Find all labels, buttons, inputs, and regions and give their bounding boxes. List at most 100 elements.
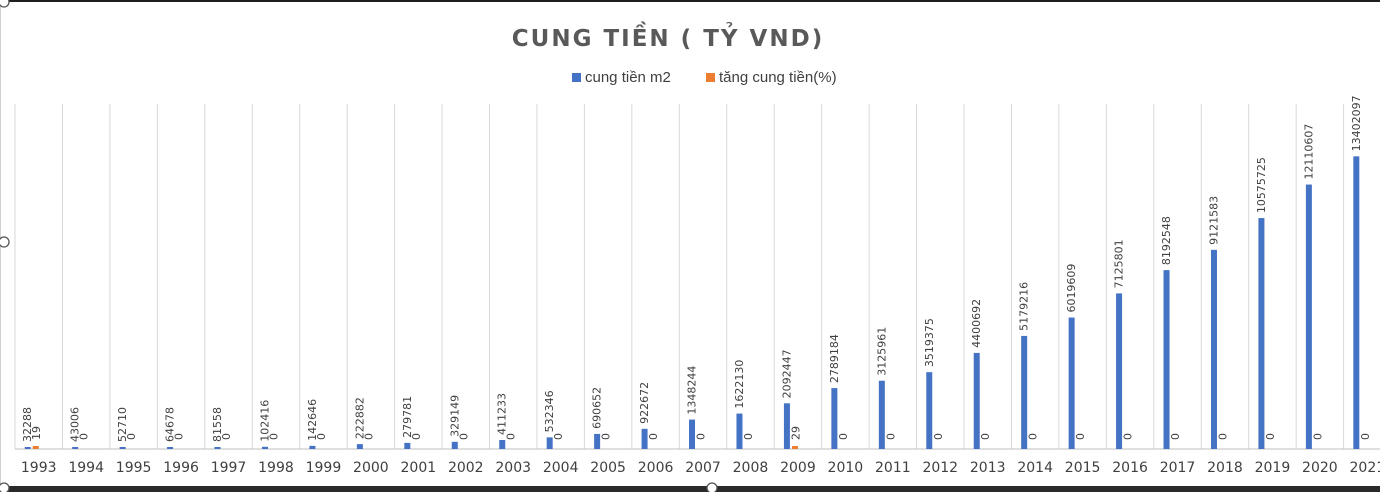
bar-m2 <box>1305 184 1312 450</box>
bar-m2 <box>1258 218 1265 449</box>
data-label-growth: 0 <box>173 433 186 440</box>
data-label-m2: 142646 <box>306 399 319 441</box>
resize-handle-bottom[interactable] <box>706 482 718 492</box>
bar-m2 <box>546 437 553 449</box>
data-label-growth: 0 <box>1169 433 1182 440</box>
bar-m2 <box>831 388 838 449</box>
data-label-growth: 0 <box>979 433 992 440</box>
data-label-m2: 1622130 <box>733 360 746 409</box>
bar-m2 <box>926 372 933 449</box>
data-label-growth: 0 <box>552 433 565 440</box>
legend-swatch-growth <box>706 73 715 82</box>
data-label-m2: 102416 <box>258 400 271 442</box>
x-tick-label: 2019 <box>1255 460 1291 476</box>
data-label-growth: 0 <box>1264 433 1277 440</box>
x-tick-label: 1998 <box>258 460 294 476</box>
data-label-growth: 0 <box>220 433 233 440</box>
x-tick-label: 2013 <box>970 460 1006 476</box>
bar-m2 <box>72 447 79 449</box>
data-label-growth: 0 <box>742 433 755 440</box>
data-label-m2: 52710 <box>116 407 129 442</box>
data-label-m2: 8192548 <box>1160 216 1173 265</box>
data-label-m2: 10575725 <box>1255 157 1268 213</box>
data-label-growth: 0 <box>932 433 945 440</box>
gridlines <box>14 104 1345 449</box>
bar-m2 <box>119 447 126 449</box>
x-tick-label: 2021 <box>1350 460 1380 476</box>
bar-m2 <box>261 446 268 449</box>
data-label-m2: 2789184 <box>828 334 841 383</box>
data-label-growth: 0 <box>884 433 897 440</box>
bar-m2 <box>24 447 31 449</box>
x-tick-label: 2018 <box>1207 460 1243 476</box>
x-tick-label: 1994 <box>68 460 104 476</box>
x-tick-label: 2001 <box>401 460 437 476</box>
bar-m2 <box>167 447 174 449</box>
resize-handle-bottom-left[interactable] <box>0 482 10 492</box>
bar-growth <box>32 446 39 449</box>
data-label-m2: 1348244 <box>686 366 699 415</box>
data-label-m2: 3519375 <box>923 318 936 367</box>
data-label-m2: 64678 <box>164 407 177 442</box>
data-label-m2: 329149 <box>448 395 461 437</box>
data-label-growth: 0 <box>1311 433 1324 440</box>
data-label-growth: 0 <box>695 433 708 440</box>
data-label-m2: 4400692 <box>970 299 983 348</box>
x-tick-label: 2005 <box>590 460 626 476</box>
bar-m2 <box>783 403 790 449</box>
x-tick-label: 2002 <box>448 460 484 476</box>
legend: cung tiền m2 tăng cung tiền(%) <box>572 69 837 86</box>
data-label-growth: 0 <box>315 433 328 440</box>
data-label-growth: 0 <box>837 433 850 440</box>
x-axis-ticks: 1993 1994 1995 1996 1997 1998 1999 2000 2001 2002… <box>21 460 1380 476</box>
bar-m2 <box>1068 317 1075 449</box>
bar-m2 <box>309 445 316 449</box>
bar-m2 <box>1163 270 1170 449</box>
bar-m2 <box>878 380 885 449</box>
data-label-m2: 13402097 <box>1350 95 1363 151</box>
bar-m2 <box>736 413 743 449</box>
bar-m2 <box>1116 293 1123 449</box>
bar-m2 <box>1353 156 1360 450</box>
legend-label-growth: tăng cung tiền(%) <box>719 69 837 86</box>
data-label-m2: 279781 <box>401 396 414 438</box>
data-label-growth: 0 <box>457 433 470 440</box>
bar-m2 <box>594 433 601 449</box>
bars <box>24 156 1360 450</box>
bar-m2 <box>214 447 221 449</box>
data-label-growth: 0 <box>78 433 91 440</box>
bar-m2 <box>451 441 458 449</box>
data-label-m2: 32288 <box>21 407 34 442</box>
x-tick-label: 2015 <box>1065 460 1101 476</box>
data-label-growth: 0 <box>1027 433 1040 440</box>
resize-handle-top-left[interactable] <box>0 0 10 8</box>
x-tick-label: 2008 <box>733 460 769 476</box>
data-label-m2: 690652 <box>591 387 604 429</box>
data-label-growth: 0 <box>1216 433 1229 440</box>
data-label-m2: 532346 <box>543 390 556 432</box>
x-tick-label: 2017 <box>1160 460 1196 476</box>
data-label-growth: 0 <box>505 433 518 440</box>
x-tick-label: 2011 <box>875 460 911 476</box>
data-label-growth: 0 <box>647 433 660 440</box>
data-label-growth: 19 <box>30 426 43 440</box>
resize-handle-left[interactable] <box>0 236 10 248</box>
data-label-m2: 922672 <box>638 382 651 424</box>
bar-m2 <box>499 440 506 449</box>
data-label-m2: 411233 <box>496 393 509 435</box>
legend-swatch-m2 <box>572 73 581 82</box>
data-label-m2: 6019609 <box>1065 264 1078 313</box>
bar-m2 <box>1210 249 1217 449</box>
data-label-m2: 12110607 <box>1302 124 1315 180</box>
x-tick-label: 1999 <box>306 460 342 476</box>
x-tick-label: 2010 <box>828 460 864 476</box>
selection-handles[interactable] <box>0 0 718 492</box>
x-tick-label: 2000 <box>353 460 389 476</box>
bar-growth <box>791 446 798 449</box>
x-tick-label: 1997 <box>211 460 247 476</box>
x-tick-label: 2007 <box>685 460 721 476</box>
bar-m2 <box>356 444 363 449</box>
x-tick-label: 2004 <box>543 460 579 476</box>
